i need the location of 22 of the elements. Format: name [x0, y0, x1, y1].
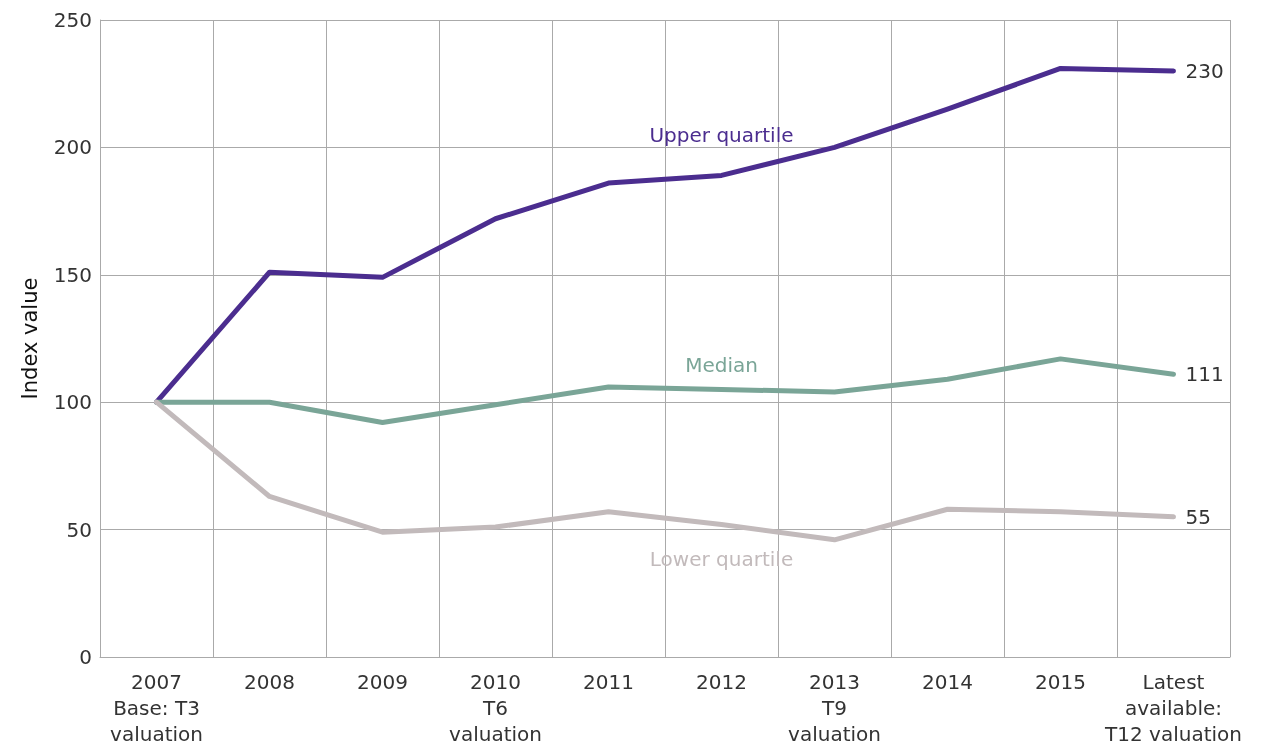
- x-tick-label: 2011: [583, 670, 634, 694]
- series-label: Upper quartile: [649, 123, 794, 148]
- x-tick-label: 2015: [1035, 670, 1086, 694]
- y-tick-label: 0: [79, 645, 92, 669]
- y-axis-title: Index value: [17, 277, 42, 400]
- x-tick-label: 2007 Base: T3 valuation: [110, 670, 203, 746]
- y-tick-label: 100: [53, 390, 92, 415]
- data-label: 111: [1185, 362, 1224, 387]
- data-label: 230: [1185, 58, 1224, 83]
- series-label: Median: [685, 353, 758, 378]
- x-tick-label: 2013 T9 valuation: [788, 670, 881, 746]
- x-tick-label: 2012: [696, 670, 747, 694]
- y-tick-label: 200: [53, 135, 92, 160]
- data-label: 55: [1185, 504, 1211, 529]
- y-tick-label: 50: [66, 517, 92, 542]
- y-tick-label: 150: [53, 262, 92, 287]
- x-tick-label: 2008: [244, 670, 295, 694]
- x-tick-label: 2009: [357, 670, 408, 694]
- x-tick-label: Latest available: T12 valuation: [1104, 670, 1242, 746]
- x-tick-label: 2014: [922, 670, 973, 694]
- y-tick-label: 250: [53, 8, 92, 32]
- x-tick-label: 2010 T6 valuation: [449, 670, 542, 746]
